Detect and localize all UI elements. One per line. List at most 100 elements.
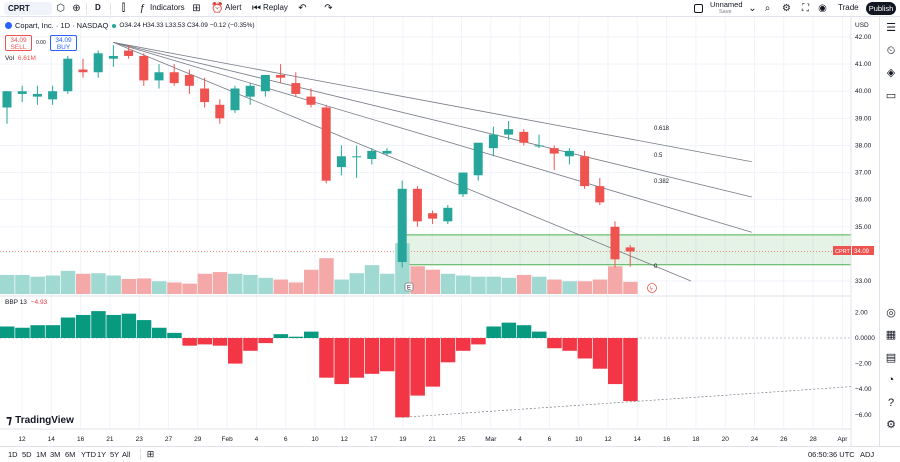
legend-title[interactable]: Copart, Inc. · 1D · NASDAQ [15,21,109,30]
fullscreen-icon[interactable]: ⛶ [802,3,809,14]
help-icon[interactable]: ? [887,397,895,409]
time-tick-label: 23 [136,436,144,443]
fib-label-0382: 0.382 [654,179,670,185]
publish-button[interactable]: Publish [866,2,896,15]
replay-button[interactable]: Replay [263,3,288,12]
layout-save-status: Save [719,9,732,15]
volume-bar [273,279,289,294]
range-button[interactable]: 3M [50,450,61,459]
chart-canvas[interactable]: 12 14 16 21 23 27 29 Feb 4 6 10 12 17 19 21 25 Mar 4 6 10 12… [0,17,879,446]
bbp-bar [501,322,517,338]
volume-bar [0,274,15,294]
add-symbol-icon[interactable]: ⊕ [72,3,81,14]
alert-button[interactable]: Alert [225,3,242,12]
clock[interactable]: 06:50:36 UTC [808,450,855,459]
volume-legend[interactable]: Vol 6.61M [5,55,36,62]
candle-body [504,129,514,135]
calendar-alt-icon[interactable]: ▤ [885,352,897,364]
candle-body [336,156,346,168]
quick-search-icon[interactable]: ⌕ [764,3,771,14]
candle-body [2,91,12,108]
camera-icon[interactable]: ◉ [818,3,827,14]
earnings-marker[interactable] [404,282,414,292]
range-button[interactable]: YTD [81,450,96,459]
candle-body [17,91,27,94]
adjust-toggle[interactable]: ADJ [860,450,875,459]
symbol-search[interactable]: CPRT [4,2,52,15]
indicators-button[interactable]: Indicators [150,3,185,12]
buy-button[interactable]: 34.09 BUY [50,35,77,51]
candle-body [580,156,590,187]
ideas-icon[interactable]: ◎ [886,307,896,319]
watchlist-icon[interactable]: ☰ [886,22,896,34]
volume-bar [547,279,562,294]
range-button[interactable]: 1D [8,450,18,459]
candle-body [412,188,422,222]
calendar-icon[interactable]: ▦ [885,329,897,341]
volume-bar [197,273,213,294]
redo-icon[interactable]: ↷ [324,3,333,14]
bbp-bar [228,338,243,364]
compare-icon[interactable]: ⬡ [56,3,65,14]
buy-price: 34.09 [55,37,72,44]
indicators-icon[interactable]: ƒ [139,3,146,14]
candle-body [63,58,73,92]
object-tree-icon[interactable]: ◈ [886,67,896,79]
bbp-legend[interactable]: BBP 13 −4.93 [5,299,47,306]
chart-type-icon[interactable]: ⫿ [121,3,126,14]
range-button[interactable]: All [122,450,131,459]
alerts-icon[interactable]: ⏲ [886,45,896,57]
volume-value: 6.61M [17,55,36,62]
legend-title-row: Copart, Inc. · 1D · NASDAQ O34.24 H34.33… [5,21,255,30]
candle-body [230,88,240,111]
candle-body [564,150,574,157]
range-button[interactable]: 1M [36,450,47,459]
legend-ohlc: O34.24 H34.33 L33.53 C34.09 −0.12 (−0.35… [119,22,255,29]
range-button[interactable]: 5D [22,450,32,459]
layout-checkbox[interactable] [694,4,703,13]
undo-icon[interactable]: ↶ [298,3,307,14]
chat-icon[interactable]: ▭ [885,90,897,102]
interval-selector[interactable]: D [95,3,101,12]
range-button[interactable]: 6M [65,450,76,459]
date-range-icon[interactable]: ⊞ [146,449,155,459]
candle-body [428,213,438,219]
time-tick-label: 19 [399,436,407,443]
bbp-bar [91,311,106,338]
sell-button[interactable]: 34.09 SELL [5,35,32,51]
volume-bar [425,269,441,294]
dividend-marker[interactable] [647,283,657,293]
bbp-value: −4.93 [30,299,48,306]
range-button[interactable]: 1Y [97,450,107,459]
tradingview-logo[interactable]: ⁊ TradingView [6,413,74,427]
alert-icon[interactable]: ⏰ [211,3,224,14]
currency-label[interactable]: USD [855,22,869,29]
volume-bar [562,281,577,294]
settings-icon[interactable]: ⚙ [782,3,791,14]
separator [110,3,111,14]
price-tag-symbol-bg [833,246,851,255]
layout-name[interactable]: Unnamed [710,0,743,9]
trendline [113,42,692,282]
replay-icon[interactable]: ⏮ [252,3,261,14]
fib-label-0: 0 [654,264,658,270]
bbp-label: BBP 13 [5,299,27,306]
candle-body [108,55,118,59]
volume-bar [349,273,365,294]
candle-body [48,91,58,100]
trendline [113,42,752,198]
bbp-tick-label: 0.0000 [855,335,875,342]
candle-body [200,88,210,103]
notifications-icon[interactable]: ◔ [887,374,895,386]
chevron-down-icon[interactable]: ⌄ [748,3,757,14]
bbp-bar [258,338,273,344]
candle-body [245,85,255,97]
bbp-bar [486,326,501,338]
trade-button[interactable]: Trade [838,3,859,12]
settings-gear-icon[interactable]: ⚙ [886,419,896,431]
volume-bar [15,274,30,294]
range-button[interactable]: 5Y [110,450,120,459]
volume-bar [304,269,319,294]
templates-icon[interactable]: ⊞ [192,3,201,14]
candle-body [397,188,407,263]
